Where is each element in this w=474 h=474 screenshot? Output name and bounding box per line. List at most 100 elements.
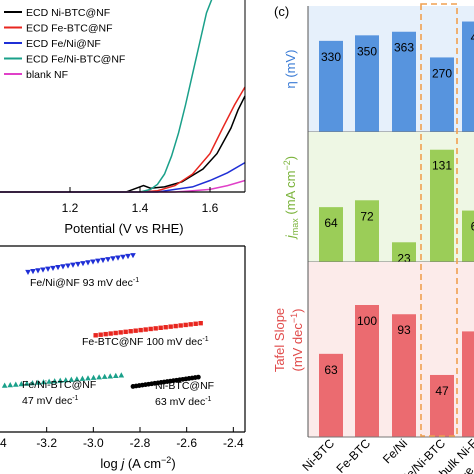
tafel-chart: Fe/Ni@NF 93 mV dec-1 Fe-BTC@NF 100 mV dec… [0, 245, 246, 471]
marker-1-8 [133, 328, 138, 333]
x-tick-label-edge: 4 [0, 436, 7, 450]
bar-label-2-3: 47 [435, 384, 449, 398]
marker-0-8 [65, 263, 71, 269]
marker-2-11 [62, 377, 69, 383]
marker-0-19 [120, 254, 126, 260]
y-label-tafel-2: (mV dec−1) [289, 308, 305, 371]
marker-0-14 [95, 258, 101, 264]
marker-0-12 [85, 260, 91, 266]
marker-1-14 [163, 325, 168, 330]
marker-1-19 [188, 322, 193, 327]
bar-0-0 [319, 40, 343, 132]
fe-btc-tafel-label: Fe-BTC@NF 100 mV dec-1 [82, 336, 209, 348]
bar-1-3 [430, 149, 454, 262]
marker-0-9 [70, 262, 76, 268]
marker-2-16 [90, 374, 97, 380]
bar-label-0-1: 350 [357, 44, 377, 58]
bar-label-0-0: 330 [321, 50, 341, 64]
series-line-1 [0, 86, 246, 193]
marker-2-5 [29, 380, 36, 386]
legend-label-2: ECD Fe/Ni@NF [26, 38, 101, 50]
polarization-chart: ECD Ni-BTC@NF ECD Fe-BTC@NF ECD Fe/Ni@NF EC… [0, 0, 246, 236]
bar-1-2 [392, 242, 416, 262]
bar-0-3 [430, 57, 454, 132]
marker-2-6 [35, 379, 41, 385]
bar-0-4 [462, 21, 474, 132]
series-line-0 [0, 95, 246, 193]
legend-label-3: ECD Fe/Ni-BTC@NF [26, 54, 125, 66]
marker-0-7 [60, 264, 66, 270]
marker-2-4 [24, 380, 30, 386]
bar-0-2 [392, 31, 416, 132]
marker-2-13 [74, 376, 80, 382]
marker-1-11 [148, 326, 153, 332]
marker-2-10 [57, 377, 64, 383]
marker-2-19 [107, 373, 114, 379]
marker-0-11 [80, 261, 86, 267]
marker-0-10 [75, 261, 81, 268]
marker-0-1 [30, 269, 36, 275]
marker-1-10 [143, 327, 148, 332]
bar-label-1-4: 6 [471, 220, 474, 234]
marker-1-2 [103, 331, 108, 337]
marker-1-7 [128, 329, 133, 334]
marker-0-20 [125, 253, 131, 260]
marker-1-5 [118, 330, 123, 335]
marker-1-3 [108, 331, 113, 336]
marker-0-17 [110, 256, 116, 262]
tafel-series [1, 253, 203, 389]
marker-0-4 [45, 266, 51, 272]
marker-1-12 [153, 326, 158, 331]
marker-2-21 [118, 372, 125, 378]
bar-subpanels: 33035036327046472231316631009347 [307, 6, 474, 438]
bar-label-2-0: 63 [324, 363, 338, 377]
marker-1-0 [93, 333, 98, 338]
marker-1-1 [98, 332, 103, 337]
comparison-chart: (c) 33035036327046472231316631009347 Ni-… [272, 3, 474, 474]
marker-1-20 [193, 321, 198, 326]
legend-label-4: blank NF [26, 69, 68, 81]
x-tick-label-4: -2.4 [223, 436, 244, 450]
y-label-overpotential: η (mV) [283, 50, 298, 89]
fe-ni-btc-tafel-label-value: 47 mV dec-1 [22, 395, 79, 407]
bar-label-2-1: 100 [357, 314, 377, 328]
marker-2-17 [96, 374, 102, 380]
marker-0-6 [55, 265, 61, 271]
bar-2-3 [430, 374, 454, 437]
y-axis-labels: η (mV) jmax (mA cm−2) Tafel Slope (mV dec−1… [272, 50, 305, 373]
bar-2-1 [355, 305, 379, 437]
bar-2-4 [462, 331, 474, 437]
marker-2-7 [40, 379, 47, 385]
legend-label-0: ECD Ni-BTC@NF [26, 7, 110, 19]
bar-label-1-0: 64 [324, 216, 338, 230]
legend-label-1: ECD Fe-BTC@NF [26, 23, 113, 35]
panel-label: (c) [274, 4, 289, 19]
bar-label-0-3: 270 [432, 66, 452, 80]
marker-3-21 [195, 374, 201, 380]
marker-1-17 [178, 323, 183, 328]
marker-2-1 [7, 382, 14, 388]
bar-2-0 [319, 353, 343, 437]
bar-1-1 [355, 200, 379, 262]
marker-2-2 [12, 381, 19, 387]
chart-legend: ECD Ni-BTC@NF ECD Fe-BTC@NF ECD Fe/Ni@NF EC… [4, 7, 125, 81]
category-label-extra: pore [452, 464, 474, 474]
marker-2-9 [51, 378, 58, 384]
fe-ni-btc-tafel-label-name: Fe/Ni-BTC@NF [22, 379, 96, 391]
highlight-box [420, 3, 458, 437]
bar-1-0 [319, 207, 343, 262]
marker-2-20 [112, 372, 119, 378]
x-ticks: 1.2 1.4 1.6 [62, 187, 219, 215]
marker-1-21 [198, 320, 203, 326]
marker-0-21 [130, 253, 136, 259]
x-axis-label: log j (A cm−2) [100, 455, 175, 471]
marker-0-16 [105, 257, 111, 263]
bar-0-1 [355, 35, 379, 133]
marker-0-0 [25, 269, 31, 276]
marker-1-15 [168, 324, 173, 329]
x-tick-label-2: -2.8 [130, 436, 151, 450]
marker-2-18 [101, 373, 108, 379]
x-ticks: -3.2 -3.0 -2.8 -2.6 -2.4 4 [0, 427, 244, 450]
